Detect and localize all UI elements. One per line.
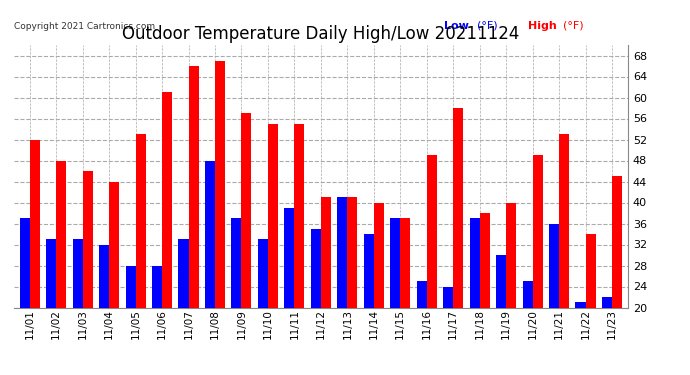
Bar bbox=[56, 160, 66, 308]
Bar bbox=[533, 155, 542, 308]
Bar bbox=[321, 197, 331, 308]
Bar bbox=[391, 218, 400, 308]
Bar bbox=[258, 239, 268, 308]
Bar bbox=[522, 281, 533, 308]
Bar bbox=[612, 176, 622, 308]
Bar bbox=[506, 202, 516, 308]
Bar bbox=[417, 281, 426, 308]
Bar bbox=[188, 66, 199, 308]
Bar bbox=[179, 239, 188, 308]
Bar bbox=[602, 297, 612, 307]
Bar bbox=[559, 134, 569, 308]
Bar bbox=[426, 155, 437, 308]
Bar bbox=[241, 113, 251, 308]
Bar bbox=[99, 244, 109, 308]
Bar bbox=[295, 124, 304, 308]
Text: (°F): (°F) bbox=[477, 21, 498, 31]
Bar bbox=[19, 218, 30, 308]
Bar bbox=[152, 266, 162, 308]
Bar bbox=[374, 202, 384, 308]
Bar bbox=[109, 182, 119, 308]
Text: Low: Low bbox=[444, 21, 469, 31]
Bar bbox=[400, 218, 411, 308]
Bar bbox=[126, 266, 135, 308]
Text: High: High bbox=[529, 21, 557, 31]
Text: Copyright 2021 Cartronics.com: Copyright 2021 Cartronics.com bbox=[14, 21, 155, 31]
Bar bbox=[364, 234, 374, 308]
Bar bbox=[480, 213, 490, 308]
Bar bbox=[310, 229, 321, 308]
Bar bbox=[337, 197, 347, 308]
Bar bbox=[215, 61, 225, 308]
Bar bbox=[46, 239, 56, 308]
Bar bbox=[83, 171, 92, 308]
Title: Outdoor Temperature Daily High/Low 20211124: Outdoor Temperature Daily High/Low 20211… bbox=[122, 26, 520, 44]
Bar bbox=[586, 234, 595, 308]
Bar bbox=[575, 302, 586, 307]
Bar bbox=[284, 208, 295, 308]
Bar bbox=[453, 108, 463, 308]
Bar bbox=[549, 224, 559, 308]
Bar bbox=[347, 197, 357, 308]
Bar bbox=[135, 134, 146, 308]
Bar bbox=[30, 140, 40, 308]
Bar bbox=[231, 218, 241, 308]
Bar bbox=[496, 255, 506, 308]
Bar bbox=[443, 286, 453, 308]
Bar bbox=[162, 92, 172, 308]
Text: (°F): (°F) bbox=[564, 21, 584, 31]
Bar bbox=[205, 160, 215, 308]
Bar bbox=[470, 218, 480, 308]
Bar bbox=[72, 239, 83, 308]
Bar bbox=[268, 124, 278, 308]
